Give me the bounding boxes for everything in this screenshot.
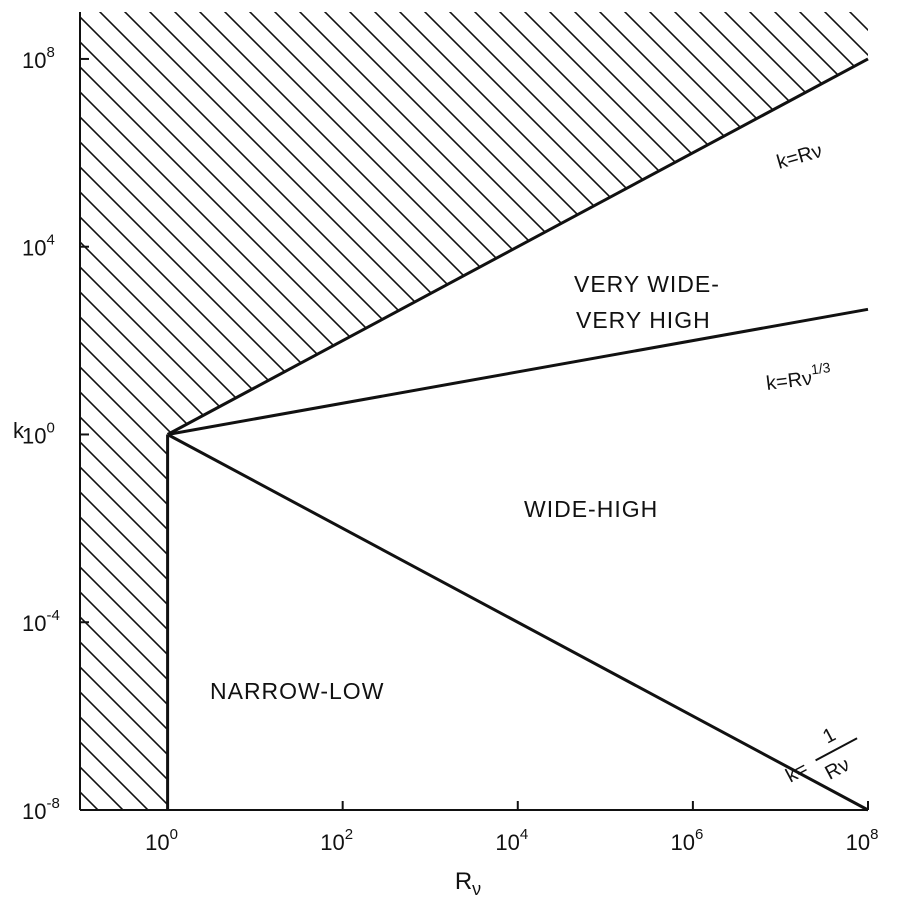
hatch-line <box>104 12 868 810</box>
hatch-line <box>80 12 868 810</box>
curve-label-cuberoot-base: k=Rν <box>765 368 813 395</box>
hatch-line <box>129 12 868 810</box>
hatch-line <box>905 0 915 830</box>
hatch-line <box>80 12 444 810</box>
hatch-line <box>0 0 43 830</box>
region-label-narrow-low: NARROW-LOW <box>210 678 384 704</box>
series-line-0 <box>166 57 869 436</box>
hatch-line <box>804 12 868 810</box>
y-tick-label: 10-8 <box>22 795 60 824</box>
hatch-line <box>80 12 394 810</box>
curve-label-k-eq-rv: k=Rν <box>774 140 824 174</box>
hatch-line <box>880 0 915 830</box>
hatched-excluded-region <box>0 0 915 830</box>
x-axis-label-subscript: ν <box>472 879 481 899</box>
region-label-wide-high: WIDE-HIGH <box>524 496 658 522</box>
y-tick-label: 104 <box>22 232 55 261</box>
curve-label-k-eq-rv-cuberoot: k=Rν1/3 <box>764 359 833 395</box>
x-tick-label: 108 <box>846 826 879 855</box>
hatch-line <box>254 12 868 810</box>
hatch-line <box>80 12 594 810</box>
y-axis-label: k <box>13 418 25 443</box>
hatch-line <box>654 12 868 810</box>
hatch-line <box>0 0 68 830</box>
y-axis-ticks: 108 104 100 10-4 10-8 <box>22 44 89 824</box>
hatch-line <box>80 12 669 810</box>
x-axis-label-main: R <box>455 868 472 895</box>
hatch-line <box>354 12 868 810</box>
x-axis-label: Rν <box>455 868 481 899</box>
hatch-line <box>304 12 868 810</box>
hatch-line <box>604 12 868 810</box>
hatch-line <box>504 12 868 810</box>
x-tick-label: 102 <box>320 826 353 855</box>
axes <box>79 12 868 811</box>
x-tick-label: 104 <box>495 826 528 855</box>
hatch-line <box>404 12 868 810</box>
curve-label-k-eq-inv-rv: k= 1 Rν <box>782 724 858 788</box>
hatch-line <box>80 12 844 810</box>
y-tick-label: 10-4 <box>22 607 60 636</box>
hatch-line <box>329 12 868 810</box>
hatch-line <box>80 12 819 810</box>
region-label-very-wide-very-high: VERY WIDE- VERY HIGH <box>574 271 727 333</box>
x-tick-label: 106 <box>670 826 703 855</box>
hatch-line <box>379 12 868 810</box>
hatch-line <box>80 12 194 810</box>
y-tick-label: 108 <box>22 44 55 73</box>
hatch-line <box>454 12 868 810</box>
hatch-line <box>80 12 144 810</box>
hatch-line <box>279 12 868 810</box>
hatch-line <box>80 12 494 810</box>
hatch-line <box>80 12 244 810</box>
hatch-line <box>529 12 868 810</box>
hatch-line <box>80 12 219 810</box>
hatch-line <box>479 12 868 810</box>
hatch-line <box>80 12 644 810</box>
curve-label-cuberoot-exponent: 1/3 <box>810 359 831 377</box>
hatch-line <box>579 12 868 810</box>
hatch-line <box>229 12 868 810</box>
inv-label-denominator: Rν <box>822 754 854 785</box>
hatch-line <box>80 12 769 810</box>
hatch-line <box>729 12 868 810</box>
hatch-line <box>80 12 119 810</box>
hatch-line <box>80 12 469 810</box>
hatch-line <box>80 12 294 810</box>
series-line-1 <box>167 307 869 436</box>
hatch-line <box>829 12 868 810</box>
region-line-1: VERY WIDE- <box>574 271 720 297</box>
series-lines <box>166 57 869 812</box>
hatch-line <box>854 12 868 810</box>
inv-label-prefix: k= <box>782 758 811 788</box>
inv-label-fraction-bar <box>815 737 858 762</box>
hatch-line <box>80 12 419 810</box>
hatch-line <box>80 12 719 810</box>
x-tick-label: 100 <box>145 826 178 855</box>
y-tick-label: 100 <box>22 419 55 448</box>
inv-label-numerator: 1 <box>819 724 839 749</box>
hatch-line <box>679 12 868 810</box>
hatch-line <box>554 12 868 810</box>
hatch-line <box>0 0 18 830</box>
hatch-line <box>179 12 868 810</box>
hatch-line <box>754 12 868 810</box>
hatch-line <box>80 12 868 810</box>
region-line-2: VERY HIGH <box>576 307 711 333</box>
hatch-line <box>779 12 868 810</box>
series-line-2 <box>166 433 869 812</box>
hatch-line <box>80 12 344 810</box>
hatch-line <box>80 12 269 810</box>
hatch-line <box>80 12 519 810</box>
